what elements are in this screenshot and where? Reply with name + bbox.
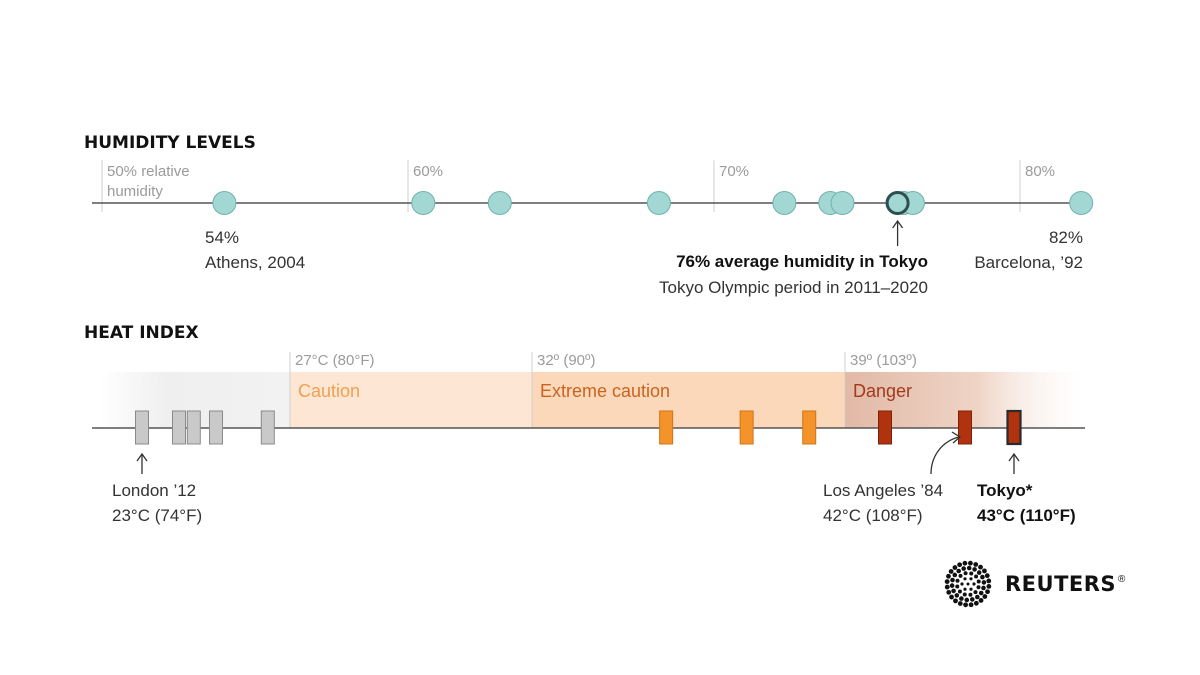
humidity-tick-label: 70% bbox=[719, 163, 749, 180]
registered-mark: ® bbox=[1118, 574, 1126, 585]
reuters-dot-mark-icon bbox=[944, 560, 992, 608]
barcelona-label: Barcelona, ’92 bbox=[974, 253, 1083, 272]
heat-marker bbox=[802, 410, 817, 445]
los-angeles-arrow bbox=[930, 436, 960, 475]
heat-marker bbox=[958, 410, 972, 445]
arrow-head-icon bbox=[1008, 452, 1020, 462]
heat-marker bbox=[659, 410, 674, 445]
london-label: London ’12 bbox=[112, 481, 196, 500]
humidity-point bbox=[1069, 191, 1094, 215]
heat-zone-label: Extreme caution bbox=[540, 381, 670, 401]
heat-marker bbox=[260, 410, 275, 445]
heat-marker bbox=[739, 410, 754, 445]
reuters-logo: REUTERS ® bbox=[944, 560, 1126, 608]
humidity-title: HUMIDITY LEVELS bbox=[84, 133, 256, 153]
heat-marker bbox=[135, 410, 149, 445]
humidity-point bbox=[411, 191, 436, 215]
brand-name: REUTERS bbox=[1005, 572, 1116, 596]
humidity-chart: HUMIDITY LEVELS 50% relative humidity 60% 7… bbox=[84, 133, 1094, 297]
humidity-tick-label: 80% bbox=[1025, 163, 1055, 180]
london-value: 23°C (74°F) bbox=[112, 506, 202, 525]
arrow-head-icon bbox=[892, 219, 904, 229]
tokyo-humidity-point bbox=[885, 191, 910, 215]
humidity-tick-label: 60% bbox=[413, 163, 443, 180]
heat-tick-label: 32º (90º) bbox=[537, 352, 595, 369]
humidity-tick-label-line2: humidity bbox=[107, 183, 163, 200]
humidity-point bbox=[487, 191, 512, 215]
humidity-point bbox=[830, 191, 855, 215]
heat-index-chart: HEAT INDEX Caution Extreme caution Danger … bbox=[84, 323, 1085, 525]
heat-tick-label: 39º (103º) bbox=[850, 352, 917, 369]
tokyo-humidity-subline: Tokyo Olympic period in 2011–2020 bbox=[659, 278, 928, 297]
los-angeles-label: Los Angeles ’84 bbox=[823, 481, 943, 500]
heat-zone-band bbox=[532, 372, 845, 428]
arrow-head-icon bbox=[951, 431, 962, 444]
arrow-head-icon bbox=[136, 452, 148, 462]
tokyo-humidity-headline: 76% average humidity in Tokyo bbox=[676, 252, 928, 271]
humidity-tick-label: 50% relative bbox=[107, 163, 190, 180]
heat-tick-label: 27°C (80°F) bbox=[295, 352, 375, 369]
humidity-point bbox=[212, 191, 237, 215]
heat-zone-label: Caution bbox=[298, 381, 360, 401]
humidity-point bbox=[772, 191, 797, 215]
barcelona-value: 82% bbox=[1049, 228, 1083, 247]
heat-marker bbox=[878, 410, 892, 445]
heat-index-title: HEAT INDEX bbox=[84, 323, 199, 343]
humidity-point bbox=[646, 191, 671, 215]
los-angeles-value: 42°C (108°F) bbox=[823, 506, 923, 525]
tokyo-heat-label: Tokyo* bbox=[977, 481, 1033, 500]
athens-value: 54% bbox=[205, 228, 239, 247]
heat-zone-label: Danger bbox=[853, 381, 912, 401]
heat-marker bbox=[209, 410, 223, 445]
heat-zone-band bbox=[290, 372, 532, 428]
tokyo-heat-value: 43°C (110°F) bbox=[977, 506, 1076, 525]
heat-marker bbox=[172, 410, 186, 445]
tokyo-heat-marker bbox=[1006, 409, 1022, 446]
heat-marker bbox=[186, 410, 201, 445]
athens-label: Athens, 2004 bbox=[205, 253, 305, 272]
